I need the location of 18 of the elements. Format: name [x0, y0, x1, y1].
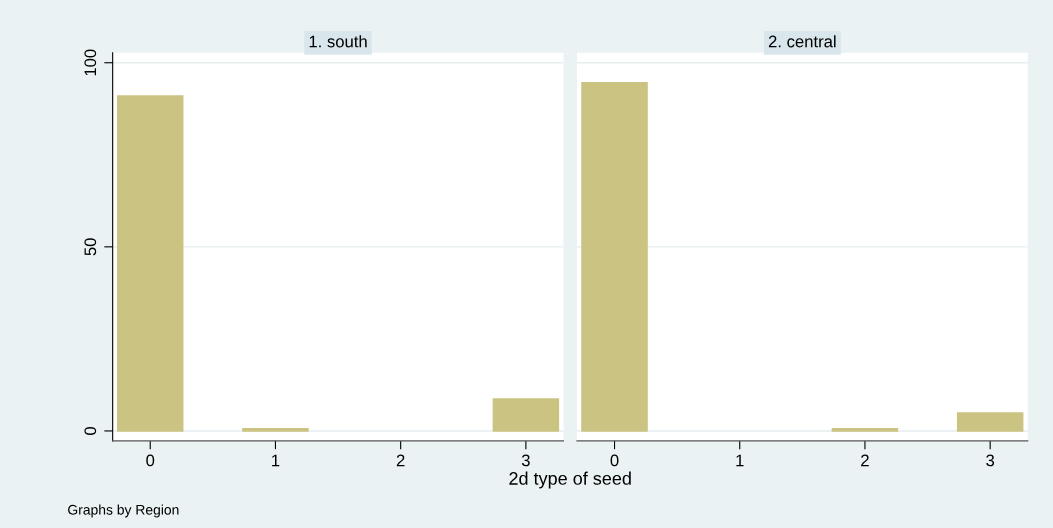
y-tick-label: 50	[84, 238, 97, 256]
chart-title: 1. south	[309, 35, 367, 48]
x-axis-title: 2d type of seed	[509, 471, 631, 489]
chart-title: 2. central	[768, 35, 836, 48]
text: Graphs by Region	[68, 504, 179, 518]
x-tick-label: 0	[146, 454, 155, 467]
bar	[116, 95, 184, 432]
bar	[242, 428, 309, 432]
x-tick-label: 1	[272, 454, 280, 467]
x-tick-label: 0	[610, 454, 619, 467]
x-tick-label: 2	[396, 454, 405, 467]
y-tick-label: 0	[84, 426, 97, 435]
y-tick-label: 100	[84, 49, 97, 76]
x-tick-label: 2	[861, 454, 869, 467]
bar	[492, 398, 560, 432]
x-tick-label: 3	[986, 454, 995, 467]
x-tick-label: 3	[521, 454, 530, 467]
x-tick-label: 1	[736, 454, 744, 467]
